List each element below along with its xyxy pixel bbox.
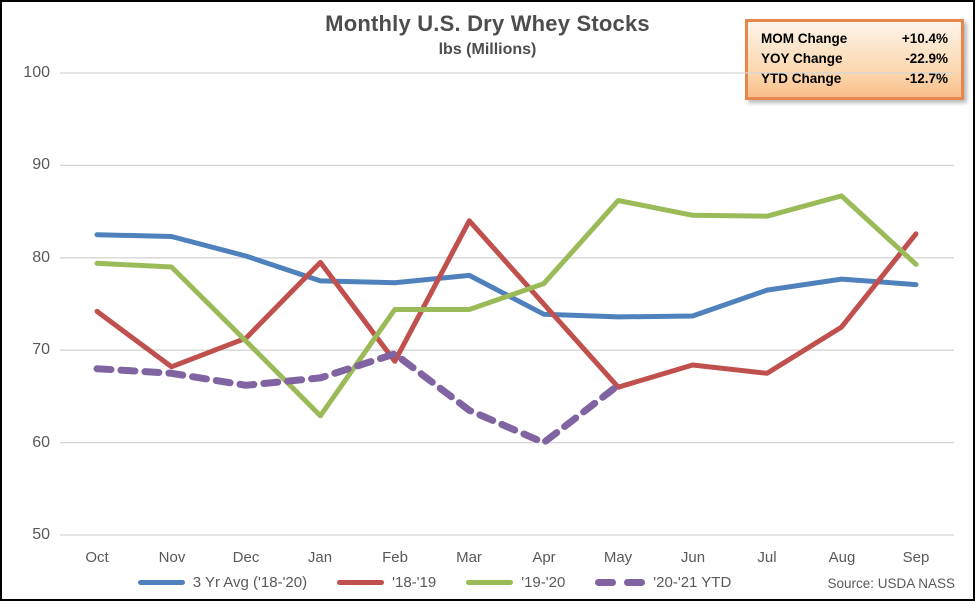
- source-note: Source: USDA NASS: [827, 576, 955, 591]
- x-tick-label: Nov: [158, 549, 186, 566]
- legend-swatch-3yr-avg: [137, 579, 185, 585]
- ytd-change-value: -12.7%: [905, 71, 948, 86]
- legend-item-20-21-ytd: '20-'21 YTD: [595, 574, 731, 591]
- series-line-2: [94, 193, 919, 419]
- x-tick-label: Apr: [532, 549, 556, 566]
- change-stats-box: MOM Change +10.4% YOY Change -22.9% YTD …: [745, 19, 964, 100]
- yoy-change-value: -22.9%: [905, 51, 948, 66]
- mom-change-value: +10.4%: [901, 31, 948, 46]
- x-tick-label: Jan: [307, 549, 333, 566]
- y-tick-label: 80: [32, 249, 50, 266]
- series-line-0: [94, 232, 919, 320]
- legend-item-19-20: '19-'20: [466, 574, 565, 591]
- x-tick-label: May: [603, 549, 633, 566]
- legend-swatch-19-20: [466, 579, 514, 585]
- y-tick-label: 70: [32, 341, 50, 358]
- x-tick-label: Aug: [828, 549, 856, 566]
- legend-label-20-21-ytd: '20-'21 YTD: [653, 573, 732, 591]
- legend-swatch-18-19: [337, 579, 385, 585]
- legend-label-18-19: '18-'19: [392, 573, 437, 591]
- x-tick-label: Mar: [456, 549, 482, 566]
- x-tick-label: Jul: [757, 549, 777, 566]
- chart-subtitle: lbs (Millions): [438, 41, 537, 58]
- yoy-change-row: YOY Change -22.9%: [761, 49, 948, 69]
- x-tick-label: Feb: [382, 549, 408, 566]
- y-tick-label: 50: [32, 526, 50, 543]
- ytd-change-label: YTD Change: [761, 71, 842, 86]
- x-tick-label: Dec: [232, 549, 260, 566]
- ytd-change-row: YTD Change -12.7%: [761, 69, 948, 89]
- mom-change-label: MOM Change: [761, 31, 848, 46]
- legend-label-3yr-avg: 3 Yr Avg ('18-'20): [192, 573, 308, 591]
- y-tick-label: 60: [32, 434, 50, 451]
- x-tick-label: Jun: [680, 549, 706, 566]
- y-tick-label: 100: [23, 64, 50, 81]
- yoy-change-label: YOY Change: [761, 51, 843, 66]
- legend-label-19-20: '19-'20: [521, 573, 566, 591]
- legend: 3 Yr Avg ('18-'20) '18-'19 '19-'20 '20-'…: [62, 570, 807, 594]
- series-line-3: [93, 350, 622, 447]
- legend-item-18-19: '18-'19: [337, 574, 436, 591]
- legend-swatch-20-21-ytd: [595, 578, 646, 586]
- x-tick-label: Sep: [902, 549, 930, 566]
- chart-title: Monthly U.S. Dry Whey Stocks: [325, 11, 650, 36]
- mom-change-row: MOM Change +10.4%: [761, 29, 948, 49]
- series-line-1: [94, 218, 919, 390]
- legend-item-3yr-avg: 3 Yr Avg ('18-'20): [137, 573, 308, 591]
- x-tick-label: Oct: [85, 549, 109, 566]
- y-tick-label: 90: [32, 156, 50, 173]
